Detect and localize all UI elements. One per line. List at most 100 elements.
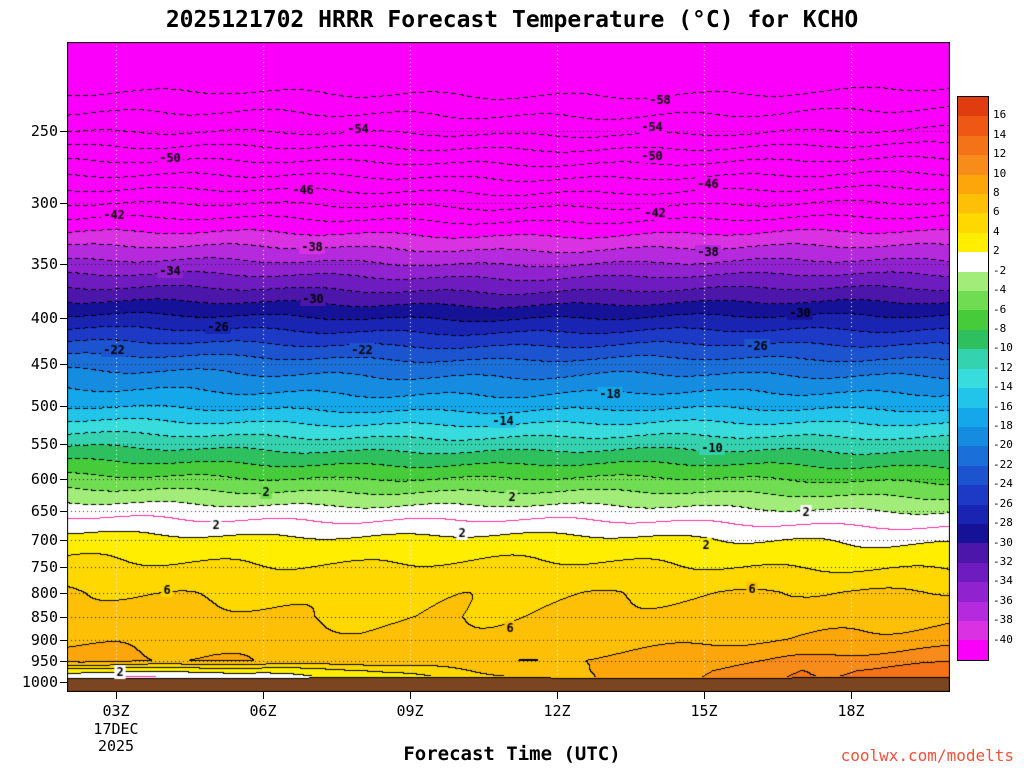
y-tick-mark [60,444,67,445]
y-tick-mark [60,203,67,204]
colorbar-label: -34 [993,574,1013,588]
colorbar-label: -38 [993,613,1013,627]
y-tick-label: 550 [30,435,58,454]
colorbar-label: 2 [993,244,1000,258]
y-tick-label: 900 [30,630,58,649]
colorbar-band [958,97,988,117]
colorbar-label: -32 [993,554,1013,568]
y-tick-mark [60,364,67,365]
temperature-cross-section-plot [67,42,950,692]
y-tick-label: 850 [30,608,58,627]
colorbar-label: -30 [993,535,1013,549]
y-tick-mark [60,617,67,618]
colorbar-band [958,640,988,660]
colorbar-band [958,523,988,544]
colorbar-band [958,543,988,563]
colorbar-band [958,368,988,389]
colorbar-band [958,174,988,195]
colorbar-label: -40 [993,632,1013,646]
y-tick-mark [60,406,67,407]
colorbar-label: -8 [993,321,1007,335]
colorbar [957,96,989,661]
colorbar-band [958,426,988,447]
x-tick-label: 15Z [690,702,718,720]
y-tick-label: 250 [30,121,58,140]
y-tick-label: 450 [30,355,58,374]
colorbar-label: -28 [993,516,1013,530]
colorbar-band [958,310,988,330]
colorbar-band [958,446,988,466]
y-tick-label: 500 [30,397,58,416]
colorbar-band [958,562,988,583]
y-tick-mark [60,511,67,512]
y-tick-label: 1000 [21,672,58,691]
chart-title: 2025121702 HRRR Forecast Temperature (°C… [165,7,859,33]
colorbar-label: -24 [993,477,1013,491]
colorbar-label: -26 [993,496,1013,510]
x-tick-label: 06Z [249,702,277,720]
y-tick-mark [60,318,67,319]
x-tick-mark [851,692,852,699]
y-tick-label: 700 [30,531,58,549]
colorbar-label: -12 [993,360,1013,374]
y-tick-label: 300 [30,194,58,213]
x-tick-label: 09Z [396,702,424,720]
y-tick-label: 350 [30,255,58,274]
colorbar-band [958,407,988,427]
colorbar-band [958,504,988,524]
colorbar-band [958,620,988,641]
colorbar-label: -20 [993,438,1013,452]
colorbar-band [958,213,988,233]
colorbar-band [958,465,988,486]
colorbar-band [958,582,988,602]
y-tick-label: 400 [30,308,58,327]
y-tick-label: 800 [30,584,58,603]
x-tick-mark [557,692,558,699]
colorbar-band [958,291,988,311]
colorbar-band [958,116,988,136]
x-tick-mark [263,692,264,699]
colorbar-band [958,194,988,214]
x-tick-label: 12Z [543,702,571,720]
date-label-line1: 17DEC [93,720,139,738]
y-tick-mark [60,264,67,265]
colorbar-label: -6 [993,302,1007,316]
colorbar-label: 14 [993,127,1007,141]
colorbar-band [958,135,988,156]
colorbar-label: 16 [993,108,1007,122]
x-tick-label: 03Z [102,702,130,720]
colorbar-label: -18 [993,419,1013,433]
colorbar-label: -16 [993,399,1013,413]
colorbar-label: 6 [993,205,1000,219]
y-tick-mark [60,661,67,662]
colorbar-label: 10 [993,166,1007,180]
colorbar-label: -22 [993,457,1013,471]
colorbar-band [958,271,988,292]
colorbar-label: 8 [993,186,1000,200]
y-tick-mark [60,131,67,132]
colorbar-band [958,329,988,350]
colorbar-label: -4 [993,283,1007,297]
x-tick-label: 18Z [837,702,865,720]
colorbar-band [958,349,988,369]
colorbar-label: -10 [993,341,1013,355]
colorbar-label: -36 [993,593,1013,607]
colorbar-label: 4 [993,224,1000,238]
x-tick-mark [116,692,117,699]
colorbar-band [958,252,988,272]
y-tick-mark [60,682,67,683]
y-tick-label: 950 [30,652,58,671]
colorbar-band [958,485,988,505]
x-axis-title: Forecast Time (UTC) [403,743,621,765]
y-tick-mark [60,593,67,594]
colorbar-label: 12 [993,147,1007,161]
colorbar-band [958,232,988,253]
colorbar-label: -2 [993,263,1007,277]
colorbar-band [958,601,988,621]
y-tick-label: 750 [30,558,58,577]
y-tick-mark [60,479,67,480]
y-tick-mark [60,540,67,541]
y-tick-label: 600 [30,469,58,488]
y-tick-label: 650 [30,501,58,520]
